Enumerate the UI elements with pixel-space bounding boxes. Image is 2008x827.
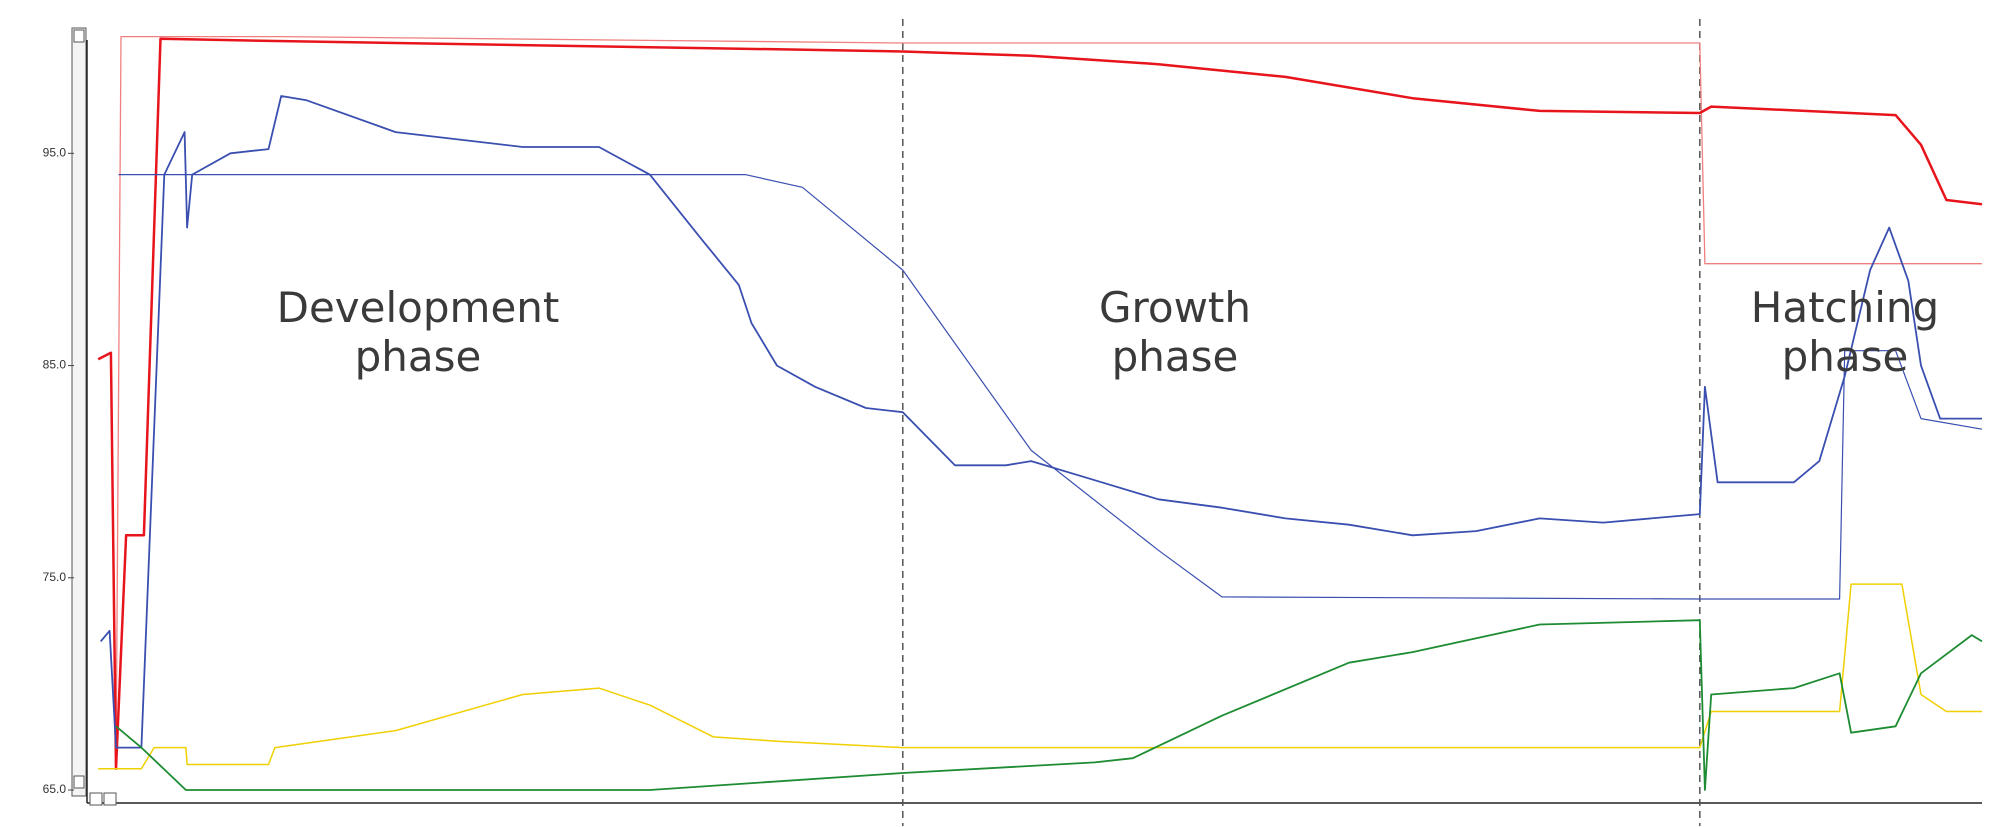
- phase-label: Hatching phase: [1750, 283, 1940, 381]
- y-tick-label: 85.0: [43, 358, 67, 372]
- series-line: [97, 37, 1983, 771]
- phase-label: Development phase: [276, 283, 560, 381]
- scrollbar[interactable]: [71, 27, 87, 797]
- series-line: [118, 174, 1983, 600]
- series-line: [100, 95, 1982, 749]
- scroll-button[interactable]: [73, 29, 85, 43]
- scroll-button[interactable]: [103, 792, 117, 806]
- scroll-button[interactable]: [73, 775, 85, 789]
- series-line: [115, 35, 1982, 769]
- series-line: [115, 619, 1983, 791]
- phase-label: Growth phase: [1098, 283, 1252, 381]
- y-tick-label: 95.0: [43, 146, 67, 160]
- series-line: [98, 583, 1982, 770]
- y-tick-label: 75.0: [43, 570, 67, 584]
- scroll-button[interactable]: [89, 792, 103, 806]
- y-tick-label: 65.0: [43, 782, 67, 796]
